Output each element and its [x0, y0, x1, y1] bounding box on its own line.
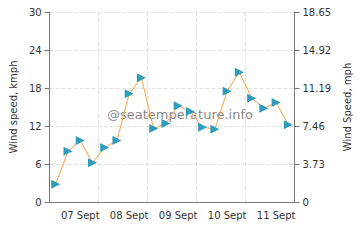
svg-text:18.65: 18.65: [302, 7, 331, 18]
svg-text:11 Sept: 11 Sept: [257, 210, 296, 221]
svg-text:6: 6: [35, 159, 41, 170]
svg-text:0: 0: [35, 197, 41, 208]
svg-text:Wind Speed, mph: Wind Speed, mph: [342, 63, 353, 151]
svg-text:14.92: 14.92: [302, 45, 331, 56]
svg-text:Wind speed, kmph: Wind speed, kmph: [8, 60, 19, 153]
svg-text:07 Sept: 07 Sept: [61, 210, 100, 221]
svg-text:3.73: 3.73: [302, 159, 324, 170]
svg-text:24: 24: [29, 45, 42, 56]
svg-text:@seatemperature.info: @seatemperature.info: [107, 107, 253, 122]
svg-text:11.19: 11.19: [302, 83, 331, 94]
svg-text:0: 0: [302, 197, 308, 208]
svg-text:30: 30: [29, 7, 42, 18]
svg-text:18: 18: [29, 83, 42, 94]
svg-text:10 Sept: 10 Sept: [208, 210, 247, 221]
svg-text:08 Sept: 08 Sept: [110, 210, 149, 221]
svg-text:09 Sept: 09 Sept: [159, 210, 198, 221]
svg-text:12: 12: [29, 121, 42, 132]
svg-text:7.46: 7.46: [302, 121, 324, 132]
